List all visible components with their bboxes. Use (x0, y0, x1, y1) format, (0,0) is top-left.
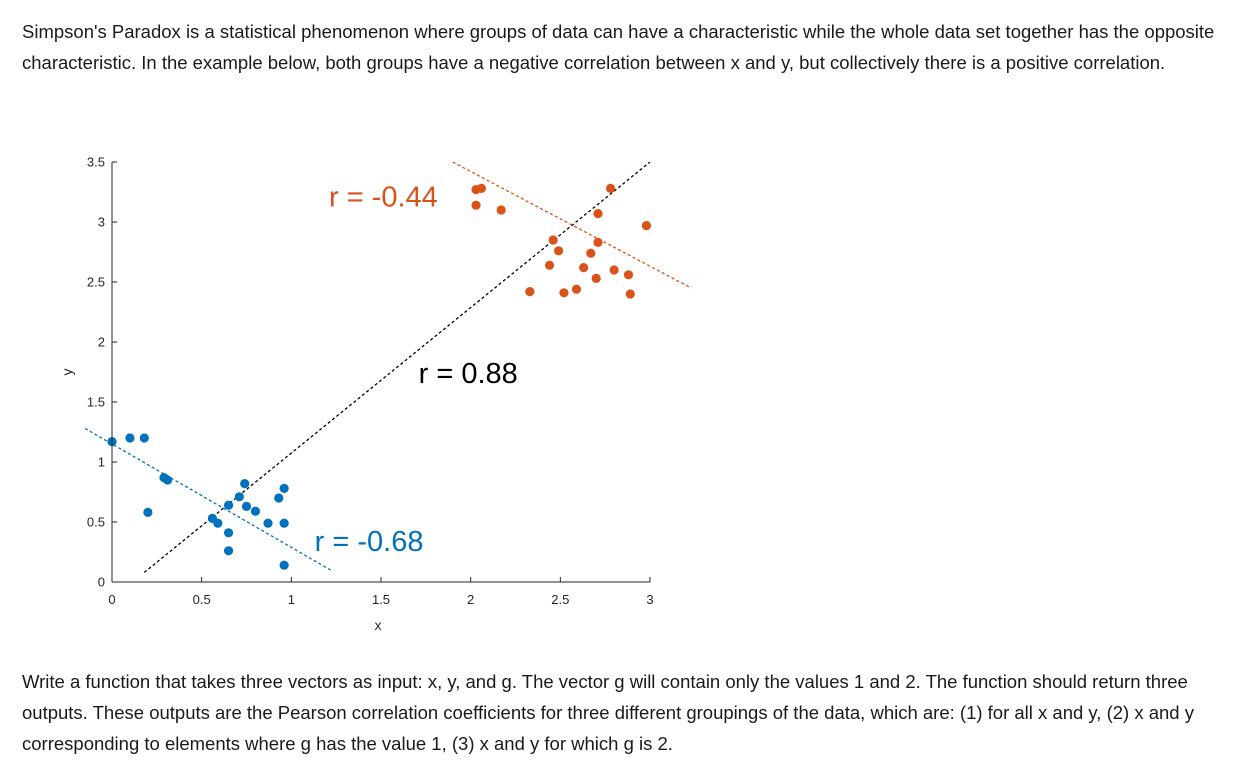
point-group2-1 (476, 183, 487, 193)
x-axis-title: x (375, 617, 382, 633)
point-group2-13 (593, 237, 603, 247)
r-annotation-2: r = -0.68 (315, 526, 424, 558)
r-annotation-0: r = -0.44 (329, 181, 438, 213)
fit-line-1 (84, 427, 333, 572)
y-tick-label-4: 2 (98, 335, 105, 350)
point-group2-16 (609, 265, 619, 275)
y-tick-label-1: 0.5 (87, 515, 105, 530)
point-group2-14 (593, 209, 603, 219)
fit-line-all (143, 161, 651, 573)
fit-line-2 (452, 161, 692, 289)
point-group2-2 (471, 200, 481, 210)
point-group2-19 (641, 221, 652, 231)
point-group1-19 (279, 560, 289, 570)
point-group1-11 (234, 492, 244, 502)
axes: 0 0.5 1 1.5 2 2.5 3 0 0.5 1 1.5 2 2.5 3 3.5 x y (59, 155, 654, 634)
x-tick-label-0: 0 (108, 592, 115, 607)
point-group1-8 (223, 500, 234, 510)
point-group1-7 (213, 518, 223, 528)
y-tick-label-7: 3.5 (87, 155, 105, 170)
x-tick-label-5: 2.5 (551, 592, 569, 607)
point-group2-17 (623, 270, 634, 280)
y-tick-label-5: 2.5 (87, 275, 105, 290)
y-tick-label-2: 1 (98, 455, 105, 470)
x-tick-label-6: 3 (646, 592, 653, 607)
r-annotation-1: r = 0.88 (419, 358, 518, 390)
x-tick-label-2: 1 (288, 592, 295, 607)
point-group1-2 (139, 433, 149, 443)
y-axis-title: y (59, 369, 75, 376)
point-group1-16 (274, 493, 284, 503)
point-group1-13 (241, 501, 252, 511)
point-group1-17 (279, 483, 289, 493)
point-group2-9 (571, 284, 582, 294)
intro-paragraph: Simpson's Paradox is a statistical pheno… (22, 21, 1215, 73)
fit-lines (84, 161, 692, 573)
y-tick-label-3: 1.5 (87, 395, 105, 410)
point-group1-5 (162, 475, 173, 485)
task-paragraph: Write a function that takes three vector… (22, 671, 1194, 754)
point-group1-12 (240, 479, 250, 489)
point-group1-14 (250, 506, 261, 516)
y-tick-label-6: 3 (98, 215, 105, 230)
point-group1-1 (125, 433, 135, 443)
point-group1-3 (143, 507, 153, 517)
point-group1-10 (223, 546, 234, 556)
x-tick-label-1: 0.5 (193, 592, 211, 607)
scatter-chart: 0 0.5 1 1.5 2 2.5 3 0 0.5 1 1.5 2 2.5 3 3.5 x y r = -0.4… (59, 155, 692, 634)
point-group1-15 (263, 518, 273, 528)
point-group2-7 (553, 246, 564, 256)
point-group2-10 (579, 263, 589, 273)
point-group2-6 (548, 235, 558, 245)
data-points (107, 183, 652, 570)
annotations: r = -0.44 r = 0.88 r = -0.68 (315, 181, 518, 557)
point-group2-5 (544, 260, 555, 270)
point-group2-3 (496, 205, 506, 215)
point-group2-4 (525, 287, 535, 297)
point-group1-18 (279, 518, 289, 528)
point-group2-15 (605, 183, 616, 193)
x-tick-label-3: 1.5 (372, 592, 390, 607)
point-group2-18 (625, 289, 635, 299)
y-tick-label-0: 0 (98, 575, 105, 590)
point-group2-11 (586, 248, 596, 258)
point-group2-12 (591, 273, 601, 283)
x-tick-label-4: 2 (467, 592, 474, 607)
point-group1-9 (223, 528, 234, 538)
point-group2-8 (559, 288, 569, 298)
